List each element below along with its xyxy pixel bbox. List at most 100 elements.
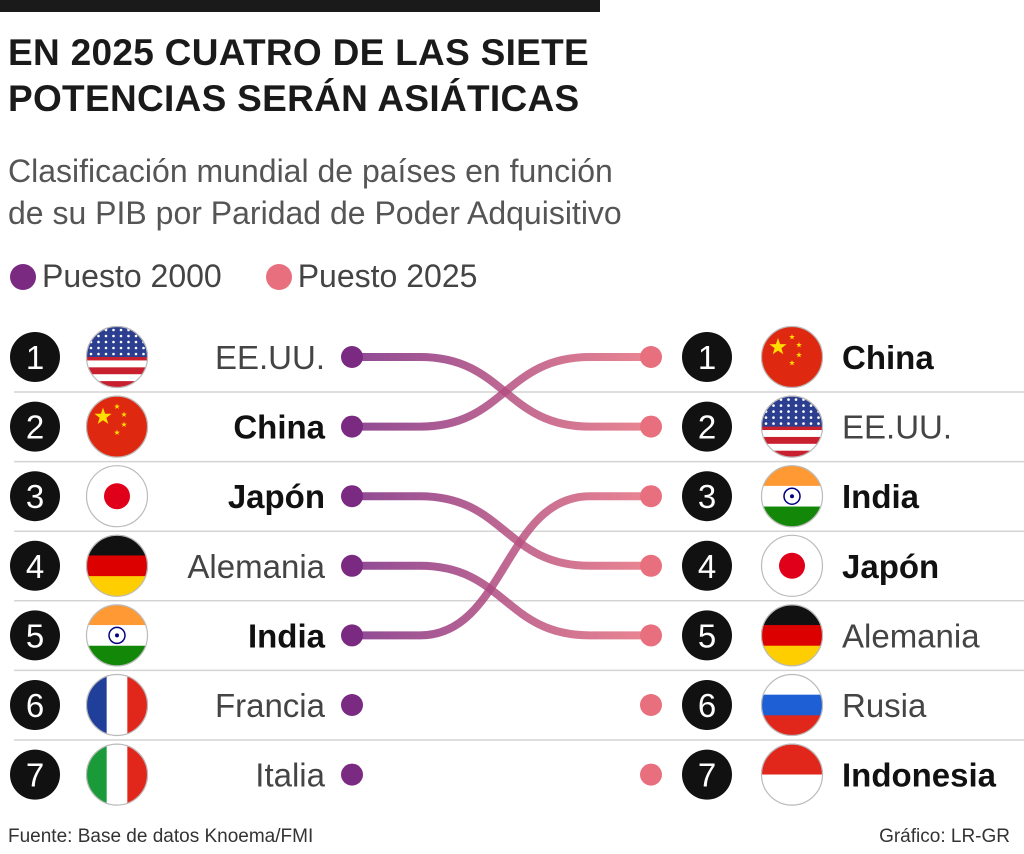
connection-line <box>348 492 655 570</box>
flag-border <box>760 743 824 806</box>
rank-circle <box>682 332 732 382</box>
rank-circle <box>10 471 60 522</box>
rank-dot-2025 <box>640 624 662 647</box>
connection-line <box>348 561 655 640</box>
rank-dot-2025 <box>640 554 662 577</box>
rank-number: 6 <box>698 687 716 724</box>
rank-badge: 7 <box>682 749 732 800</box>
country-label-2025: EE.UU. <box>842 409 952 446</box>
flag-border <box>760 604 824 667</box>
rank-circle <box>10 332 60 382</box>
rank-badge: 4 <box>682 540 732 591</box>
rank-circle <box>682 749 732 800</box>
flag-border <box>760 465 824 528</box>
country-label-2025: China <box>842 339 934 376</box>
rank-number: 3 <box>26 478 44 515</box>
rank-circle <box>682 401 732 452</box>
france-flag-icon <box>85 673 149 737</box>
flag-border <box>760 534 824 597</box>
italy-flag-icon <box>85 743 149 806</box>
rank-badge: 7 <box>10 749 60 800</box>
flag-border <box>85 743 149 806</box>
rank-badge: 4 <box>10 540 60 591</box>
rank-number: 7 <box>698 757 716 794</box>
rank-number: 1 <box>26 339 44 376</box>
indonesia-flag-icon <box>760 743 824 806</box>
country-label-2000: Alemania <box>187 548 325 585</box>
rank-badge: 3 <box>682 471 732 522</box>
subtitle-line: Clasificación mundial de países en funci… <box>8 153 613 189</box>
country-label-2000: China <box>233 409 325 446</box>
source-note: Fuente: Base de datos Knoema/FMI <box>8 826 314 847</box>
rank-badge: 3 <box>10 471 60 522</box>
rank-badge: 1 <box>682 332 732 382</box>
rank-dot-2025 <box>640 415 662 438</box>
rank-dot-2000 <box>341 554 363 577</box>
rank-dot-2025 <box>640 694 662 716</box>
country-label-2025: Japón <box>842 548 939 585</box>
rank-number: 7 <box>26 757 44 794</box>
flag-border <box>85 673 149 737</box>
title-line: POTENCIAS SERÁN ASIÁTICAS <box>8 78 580 119</box>
country-label-2025: Rusia <box>842 687 927 724</box>
rank-circle <box>682 471 732 522</box>
legend-label: Puesto 2025 <box>297 258 478 294</box>
legend-dot-icon <box>265 263 292 290</box>
us-flag-icon <box>85 325 149 389</box>
country-label-2025: Alemania <box>842 617 980 654</box>
us-flag-icon <box>760 395 824 458</box>
legend-item-2000: Puesto 2000 <box>10 258 222 295</box>
china-flag-icon <box>760 325 824 389</box>
rank-number: 3 <box>698 478 716 515</box>
flag-border <box>760 325 824 389</box>
country-label-2025: India <box>842 478 920 515</box>
rank-badge: 6 <box>682 680 732 730</box>
rank-circle <box>10 610 60 661</box>
subtitle: Clasificación mundial de países en funci… <box>8 150 622 234</box>
rank-number: 5 <box>698 617 716 654</box>
rank-badge: 5 <box>682 610 732 661</box>
rank-badge: 5 <box>10 610 60 661</box>
rank-dot-2025 <box>640 346 662 368</box>
japan-flag-icon <box>760 534 824 597</box>
title-line: EN 2025 CUATRO DE LAS SIETE <box>8 32 590 73</box>
rank-circle <box>682 680 732 730</box>
rank-number: 4 <box>26 548 44 585</box>
india-flag-icon <box>760 465 824 528</box>
germany-flag-icon <box>760 604 824 667</box>
russia-flag-icon <box>760 673 824 737</box>
rank-dot-2000 <box>341 485 363 508</box>
country-label-2000: Japón <box>228 478 325 515</box>
rank-dot-2000 <box>341 346 363 368</box>
rank-number: 4 <box>698 548 716 585</box>
rank-number: 1 <box>698 339 716 376</box>
country-label-2000: Francia <box>215 687 326 724</box>
india-flag-icon <box>85 604 149 667</box>
rank-circle <box>10 749 60 800</box>
rank-number: 2 <box>698 409 716 446</box>
rank-number: 2 <box>26 409 44 446</box>
rank-badge: 2 <box>10 401 60 452</box>
flag-border <box>85 604 149 667</box>
top-bar <box>0 0 600 12</box>
rank-badge: 2 <box>682 401 732 452</box>
country-label-2025: Indonesia <box>842 757 997 794</box>
rank-circle <box>10 540 60 591</box>
flag-border <box>85 465 149 528</box>
rank-badge: 6 <box>10 680 60 730</box>
rank-dot-2000 <box>341 694 363 716</box>
rank-dot-2025 <box>640 763 662 786</box>
rank-circle <box>10 401 60 452</box>
flag-border <box>85 534 149 597</box>
rank-dot-2000 <box>341 763 363 786</box>
country-label-2000: Italia <box>255 757 325 794</box>
country-label-2000: EE.UU. <box>215 339 325 376</box>
connection-line <box>348 492 655 640</box>
connection-line <box>348 353 655 431</box>
rank-circle <box>682 540 732 591</box>
country-label-2000: India <box>248 617 326 654</box>
japan-flag-icon <box>85 465 149 528</box>
legend: Puesto 2000 Puesto 2025 <box>10 258 477 295</box>
china-flag-icon <box>85 395 149 458</box>
